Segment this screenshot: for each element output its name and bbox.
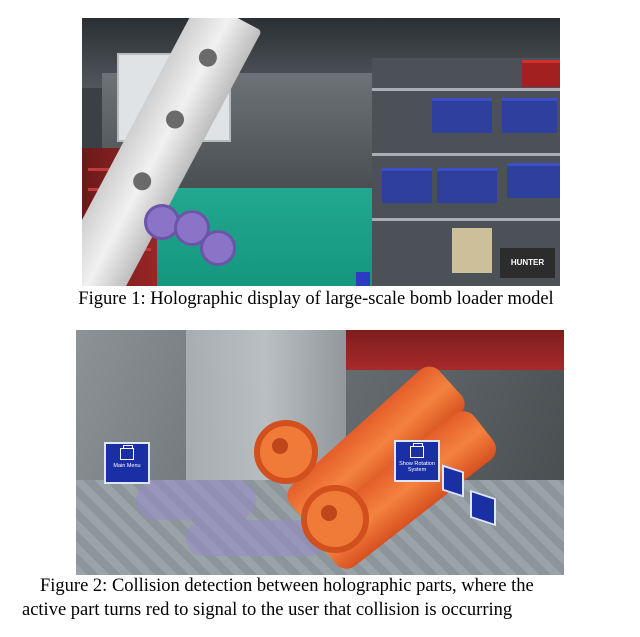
figure-2-caption-line-1: Figure 2: Collision detection between ho…	[40, 576, 534, 596]
figure-2-caption: Figure 2: Collision detection between ho…	[22, 574, 622, 622]
collision-joint	[254, 420, 318, 484]
hunter-sign: HUNTER	[500, 248, 555, 278]
cube-icon	[120, 445, 134, 460]
ghost-hologram-part	[136, 480, 256, 520]
figure-1-image: HUNTER	[82, 18, 560, 286]
hologram-joint	[174, 210, 210, 246]
storage-shelves: HUNTER	[372, 58, 560, 286]
hologram-menu-icon[interactable]	[356, 272, 370, 286]
main-menu-label: Main Menu	[113, 463, 141, 469]
cardboard-box	[452, 228, 492, 273]
blue-bin	[382, 168, 432, 203]
joint-hole	[272, 438, 288, 454]
shelf	[372, 88, 560, 91]
red-bin	[522, 60, 560, 87]
hologram-joint	[200, 230, 236, 266]
blue-bin	[432, 98, 492, 133]
arm-hole	[162, 107, 188, 132]
shelf	[372, 153, 560, 156]
figure-2-caption-line-2: active part turns red to signal to the u…	[22, 600, 513, 620]
blue-bin	[507, 163, 560, 198]
show-rotation-system-label: Show Rotation System	[399, 461, 435, 473]
figure-2-image: Main Menu Show Rotation System	[76, 330, 564, 575]
blue-bin	[502, 98, 557, 133]
red-equipment	[346, 330, 564, 370]
figure-1-caption: Figure 1: Holographic display of large-s…	[78, 289, 554, 309]
shelf	[372, 218, 560, 221]
blue-bin	[437, 168, 497, 203]
arm-hole	[195, 45, 221, 70]
collision-joint	[301, 485, 369, 553]
main-menu-button[interactable]: Main Menu	[104, 442, 150, 484]
cube-icon	[410, 443, 424, 458]
show-rotation-system-button[interactable]: Show Rotation System	[394, 440, 440, 482]
joint-hole	[321, 505, 337, 521]
arm-hole	[130, 169, 155, 194]
